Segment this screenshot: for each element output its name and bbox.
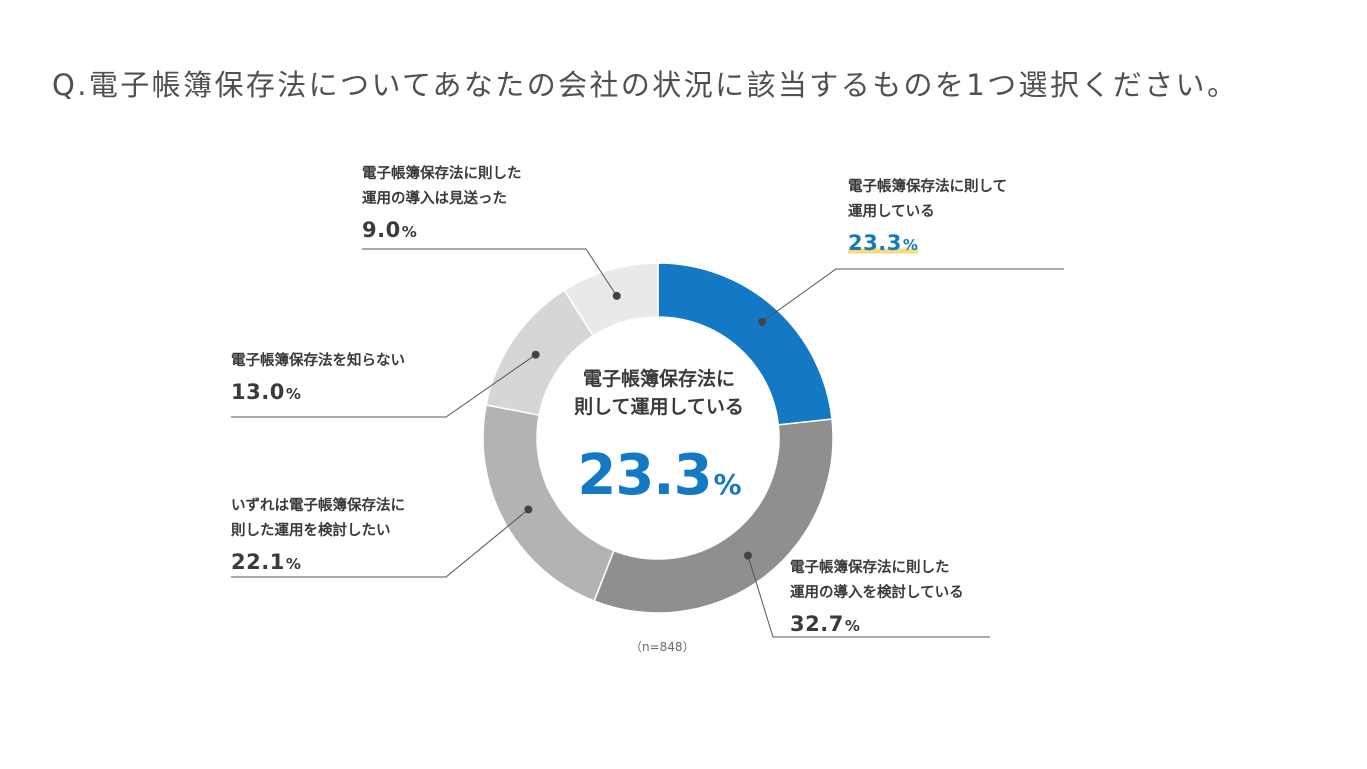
leader-line-postponed <box>362 248 618 297</box>
center-text-line2: 則して運用している <box>574 396 744 418</box>
label-text: 則した運用を検討したい <box>231 523 391 539</box>
label-value: 9.0% <box>362 218 418 242</box>
leader-dot-operating <box>758 317 767 326</box>
label-text: 電子帳簿保存法に則して <box>848 179 1008 195</box>
label-operating: 電子帳簿保存法に則して 運用している 23.3% <box>848 175 1007 255</box>
label-considering-introduction: 電子帳簿保存法に則した 運用の導入を検討している 32.7% <box>790 556 964 636</box>
label-value: 13.0% <box>231 380 302 404</box>
label-text: 電子帳簿保存法に則した <box>362 166 522 182</box>
leader-line-operating <box>761 268 1064 323</box>
label-text: 電子帳簿保存法に則した <box>790 560 950 576</box>
label-text: 運用の導入は見送った <box>362 191 507 207</box>
leader-dot-unaware <box>531 350 540 359</box>
label-text: 電子帳簿保存法を知らない <box>231 353 405 369</box>
question-title: Q.電子帳簿保存法についてあなたの会社の状況に該当するものを1つ選択ください。 <box>52 68 1239 102</box>
center-value-number: 23.3 <box>577 443 712 508</box>
label-value: 22.1% <box>231 550 302 574</box>
donut-center: 電子帳簿保存法に 則して運用している 23.3% <box>554 365 764 508</box>
leader-line-consider-eventually <box>231 509 529 578</box>
label-text: いずれは電子帳簿保存法に <box>231 498 405 514</box>
label-value: 23.3% <box>848 231 1007 255</box>
leader-dot-consider-eventually <box>524 505 533 514</box>
slice-postponed <box>563 262 659 337</box>
sample-size-note: （n=848） <box>630 640 695 654</box>
leader-dot-considering-introduction <box>743 551 752 560</box>
label-postponed: 電子帳簿保存法に則した 運用の導入は見送った 9.0% <box>362 162 522 242</box>
label-unaware: 電子帳簿保存法を知らない 13.0% <box>231 349 405 404</box>
label-text: 運用している <box>848 204 935 220</box>
leader-line-unaware <box>231 354 536 418</box>
leader-dot-postponed <box>612 291 621 300</box>
label-text: 運用の導入を検討している <box>790 585 964 601</box>
label-value: 32.7% <box>790 612 861 636</box>
leader-line-considering-introduction <box>747 555 990 638</box>
label-value-number: 23.3% <box>848 231 919 255</box>
center-value-unit: % <box>713 468 742 501</box>
slice-considering-introduction <box>593 418 834 614</box>
center-value: 23.3% <box>554 443 764 508</box>
center-text-line1: 電子帳簿保存法に <box>582 368 735 390</box>
label-consider-eventually: いずれは電子帳簿保存法に 則した運用を検討したい 22.1% <box>231 494 405 574</box>
